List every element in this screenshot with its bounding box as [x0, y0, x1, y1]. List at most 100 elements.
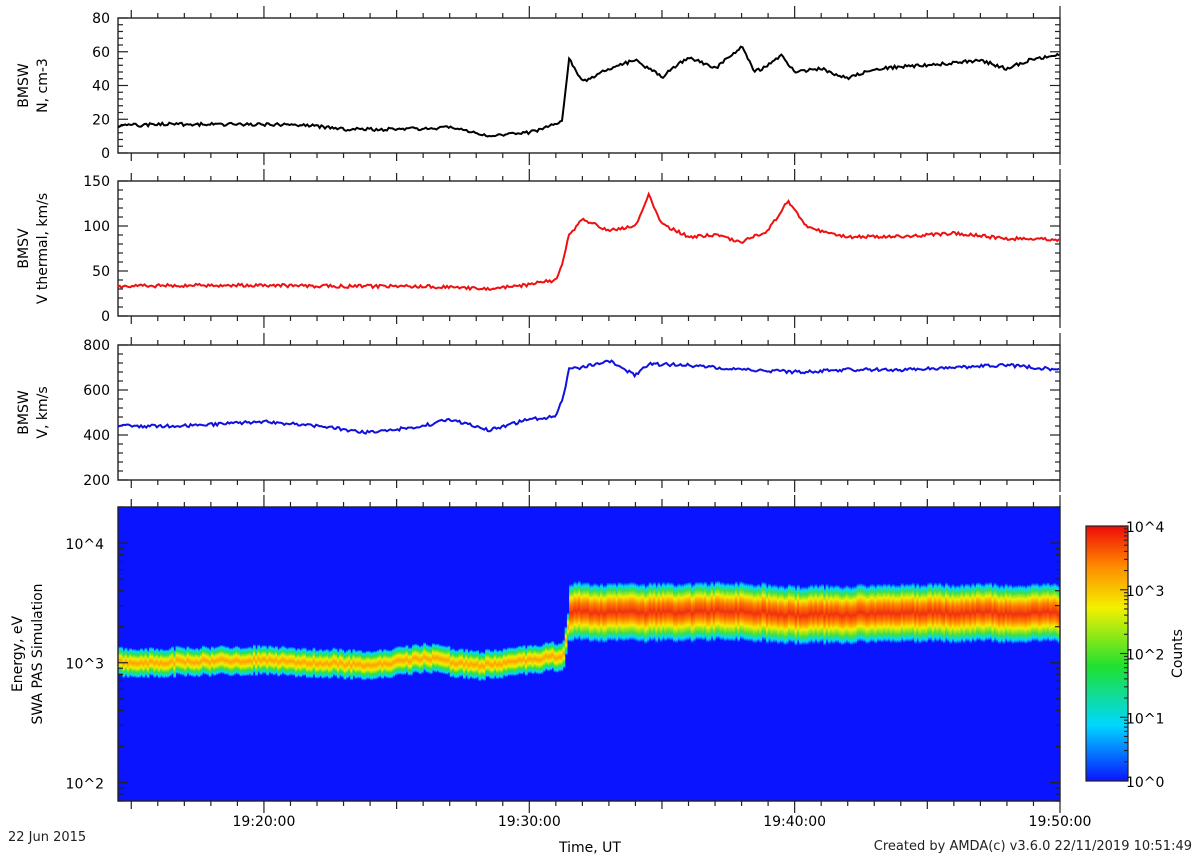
heatmap-column	[334, 648, 338, 677]
heatmap-column	[816, 585, 820, 644]
heatmap-column	[814, 583, 818, 642]
heatmap-column	[319, 648, 322, 678]
heatmap-column	[971, 582, 975, 641]
heatmap-column	[166, 649, 170, 679]
heatmap-column	[777, 586, 780, 645]
heatmap-column	[600, 582, 603, 641]
heatmap-column	[969, 585, 973, 644]
heatmap-column	[551, 640, 555, 670]
heatmap-column	[646, 584, 650, 643]
heatmap-column	[374, 650, 378, 680]
heatmap-column	[867, 585, 871, 644]
heatmap-column	[692, 583, 696, 642]
heatmap-column	[936, 584, 939, 643]
heatmap-column	[673, 584, 676, 643]
heatmap-column	[226, 646, 230, 676]
heatmap-column	[252, 644, 256, 674]
panel-2-ytick: 150	[83, 174, 110, 190]
heatmap-column	[454, 649, 457, 679]
heatmap-column	[323, 649, 327, 679]
heatmap-column	[414, 643, 418, 673]
heatmap-column	[584, 582, 588, 641]
heatmap-column	[717, 580, 721, 639]
heatmap-column	[743, 582, 747, 642]
heatmap-column	[387, 649, 391, 679]
heatmap-column	[843, 586, 847, 645]
panel-1-ylabel-1: BMSW	[16, 63, 32, 108]
heatmap-column	[1026, 584, 1030, 643]
heatmap-column	[188, 647, 192, 677]
heatmap-column	[493, 648, 497, 678]
heatmap-column	[819, 584, 822, 643]
heatmap-column	[940, 584, 944, 643]
heatmap-column	[856, 583, 860, 642]
heatmap-column	[964, 583, 968, 642]
heatmap-column	[465, 648, 468, 678]
panel-1-series-line	[117, 45, 1060, 138]
heatmap-column	[328, 650, 331, 680]
heatmap-ytick: 10^2	[66, 776, 104, 792]
heatmap-column	[1015, 585, 1019, 644]
heatmap-column	[361, 651, 364, 681]
heatmap-column	[505, 648, 508, 678]
heatmap-column	[365, 650, 369, 680]
heatmap-column	[317, 649, 320, 679]
heatmap-column	[237, 646, 241, 676]
heatmap-column	[648, 581, 652, 640]
heatmap-column	[339, 647, 342, 677]
heatmap-column	[737, 584, 740, 643]
heatmap-column	[544, 641, 548, 671]
heatmap-column	[480, 651, 484, 681]
heatmap-column	[140, 647, 143, 677]
heatmap-column	[286, 647, 289, 677]
colorbar-tick: 10^2	[1126, 648, 1164, 664]
heatmap-column	[511, 647, 515, 676]
heatmap-column	[898, 585, 902, 644]
x-axis-label: Time, UT	[558, 840, 621, 856]
heatmap-column	[967, 583, 970, 642]
heatmap-column	[471, 650, 475, 680]
heatmap-column	[801, 586, 805, 645]
heatmap-column	[529, 644, 533, 674]
heatmap-column	[1002, 586, 1006, 645]
heatmap-column	[896, 584, 900, 643]
heatmap-column	[832, 585, 835, 645]
heatmap-column	[279, 646, 283, 676]
heatmap-column	[920, 584, 924, 643]
heatmap-column	[911, 582, 915, 641]
heatmap-column	[489, 650, 493, 680]
heatmap-column	[792, 584, 796, 643]
heatmap-column	[595, 583, 599, 642]
heatmap-column	[277, 648, 280, 677]
heatmap-column	[553, 643, 557, 673]
heatmap-column	[443, 645, 446, 675]
heatmap-column	[383, 648, 387, 678]
panel-1-ytick: 40	[92, 79, 110, 95]
heatmap-column	[427, 644, 431, 674]
heatmap-column	[482, 652, 486, 682]
heatmap-column	[825, 583, 829, 642]
heatmap-column	[345, 650, 349, 679]
heatmap-ylabel-2: SWA PAS Simulation	[30, 583, 46, 724]
colorbar-tick: 10^4	[1126, 520, 1165, 536]
heatmap-column	[182, 647, 185, 676]
heatmap-column	[191, 648, 194, 677]
heatmap-column	[122, 649, 126, 679]
panel-3-ylabel-1: BMSW	[16, 390, 32, 435]
panel-1-ytick: 0	[101, 146, 110, 162]
heatmap-column	[235, 645, 238, 675]
heatmap-column	[746, 583, 749, 642]
heatmap-column	[458, 648, 462, 678]
heatmap-column	[874, 585, 878, 644]
heatmap-column	[891, 583, 895, 642]
panel-2: 0 50 100 150 BMSV V thermal, km/s	[16, 169, 1061, 328]
heatmap-column	[474, 650, 477, 680]
heatmap-column	[757, 583, 760, 642]
heatmap-column	[356, 649, 360, 679]
x-tick-label: 19:40:00	[763, 814, 826, 830]
panel-3-series-line	[117, 359, 1060, 435]
heatmap-column	[403, 646, 407, 676]
panel-2-ylabel-2: V thermal, km/s	[35, 193, 51, 304]
heatmap-column	[509, 647, 513, 676]
heatmap-column	[993, 582, 997, 641]
